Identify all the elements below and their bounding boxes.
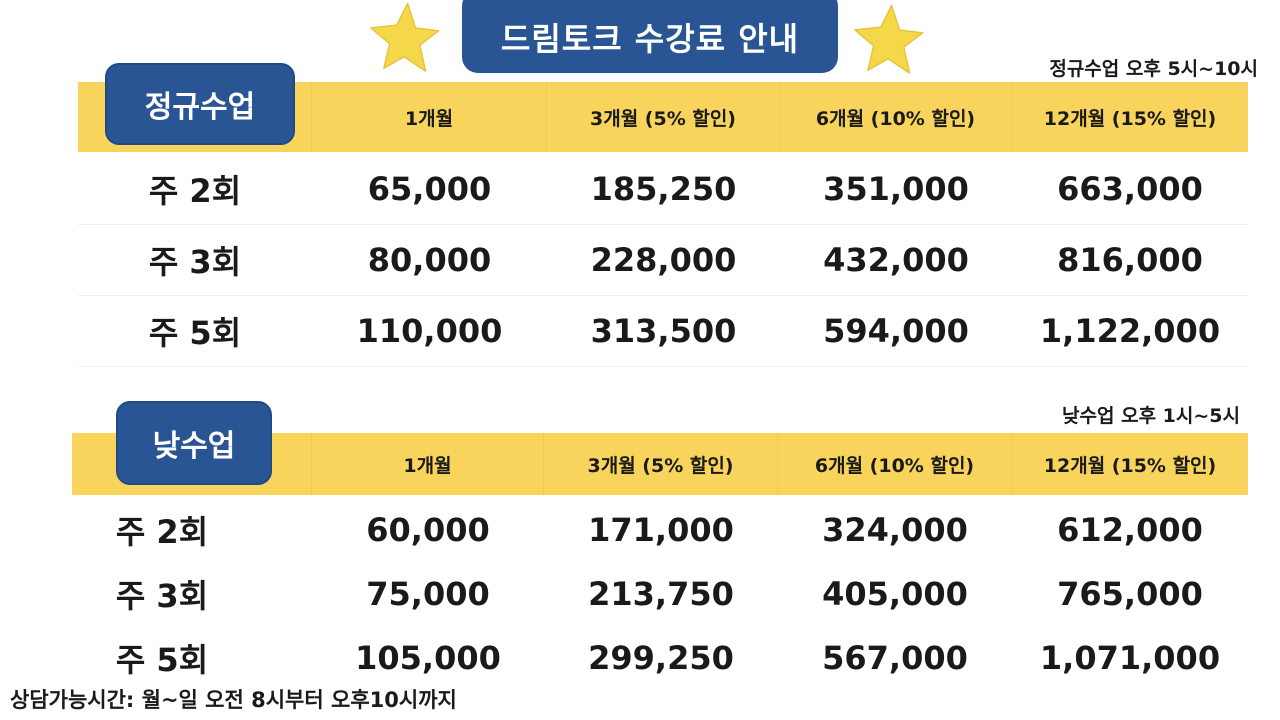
price: 110,000 <box>356 312 503 350</box>
table-row: 주 2회 65,000 185,250 351,000 663,000 <box>78 154 1248 225</box>
price: 351,000 <box>823 170 969 208</box>
price: 663,000 <box>1057 170 1203 208</box>
price: 228,000 <box>590 241 737 279</box>
consultation-hours: 상담가능시간: 월~일 오전 8시부터 오후10시까지 <box>10 688 457 712</box>
table-row: 주 3회 80,000 228,000 432,000 816,000 <box>78 225 1248 296</box>
row-label: 주 5회 <box>115 641 209 679</box>
regular-badge: 정규수업 <box>105 63 295 145</box>
row-label: 주 2회 <box>148 172 242 210</box>
price: 171,000 <box>588 511 734 549</box>
price: 612,000 <box>1057 511 1203 549</box>
table-row: 주 5회 105,000 299,250 567,000 1,071,000 <box>72 626 1248 690</box>
price: 80,000 <box>367 241 492 279</box>
col-12m: 12개월 (15% 할인) <box>1043 454 1217 477</box>
day-time: 낮수업 오후 1시~5시 <box>1062 405 1240 427</box>
price: 65,000 <box>367 170 492 208</box>
price: 405,000 <box>822 575 968 613</box>
price: 816,000 <box>1057 241 1203 279</box>
table-row: 주 5회 110,000 313,500 594,000 1,122,000 <box>78 296 1248 367</box>
price: 1,071,000 <box>1039 639 1221 677</box>
page-title: 드림토크 수강료 안내 <box>462 0 838 73</box>
row-label: 주 2회 <box>115 513 209 551</box>
col-6m: 6개월 (10% 할인) <box>778 433 1012 495</box>
day-table: 주 2회 60,000 171,000 324,000 612,000 주 3회… <box>72 498 1248 690</box>
star-icon <box>854 4 924 74</box>
col-1m: 1개월 <box>312 82 547 152</box>
price: 567,000 <box>822 639 968 677</box>
price: 765,000 <box>1057 575 1203 613</box>
price: 313,500 <box>590 312 737 350</box>
regular-time: 정규수업 오후 5시~10시 <box>1049 58 1258 80</box>
price: 324,000 <box>822 511 968 549</box>
star-icon <box>370 2 440 72</box>
price: 185,250 <box>590 170 737 208</box>
price: 105,000 <box>355 639 501 677</box>
row-label: 주 3회 <box>148 243 242 281</box>
price: 1,122,000 <box>1039 312 1221 350</box>
price: 432,000 <box>823 241 969 279</box>
table-row: 주 2회 60,000 171,000 324,000 612,000 <box>72 498 1248 562</box>
price: 299,250 <box>588 639 734 677</box>
table-row: 주 3회 75,000 213,750 405,000 765,000 <box>72 562 1248 626</box>
col-1m: 1개월 <box>312 433 544 495</box>
price: 75,000 <box>366 575 490 613</box>
row-label: 주 5회 <box>148 314 242 352</box>
col-3m: 3개월 (5% 할인) <box>547 82 780 152</box>
col-6m: 6개월 (10% 할인) <box>780 82 1012 152</box>
col-3m: 3개월 (5% 할인) <box>544 433 778 495</box>
price: 60,000 <box>366 511 490 549</box>
col-12m: 12개월 (15% 할인) <box>1043 107 1217 130</box>
price: 213,750 <box>588 575 734 613</box>
row-label: 주 3회 <box>115 577 209 615</box>
price: 594,000 <box>823 312 969 350</box>
regular-table: 주 2회 65,000 185,250 351,000 663,000 주 3회… <box>78 154 1248 367</box>
day-badge: 낮수업 <box>116 401 272 485</box>
